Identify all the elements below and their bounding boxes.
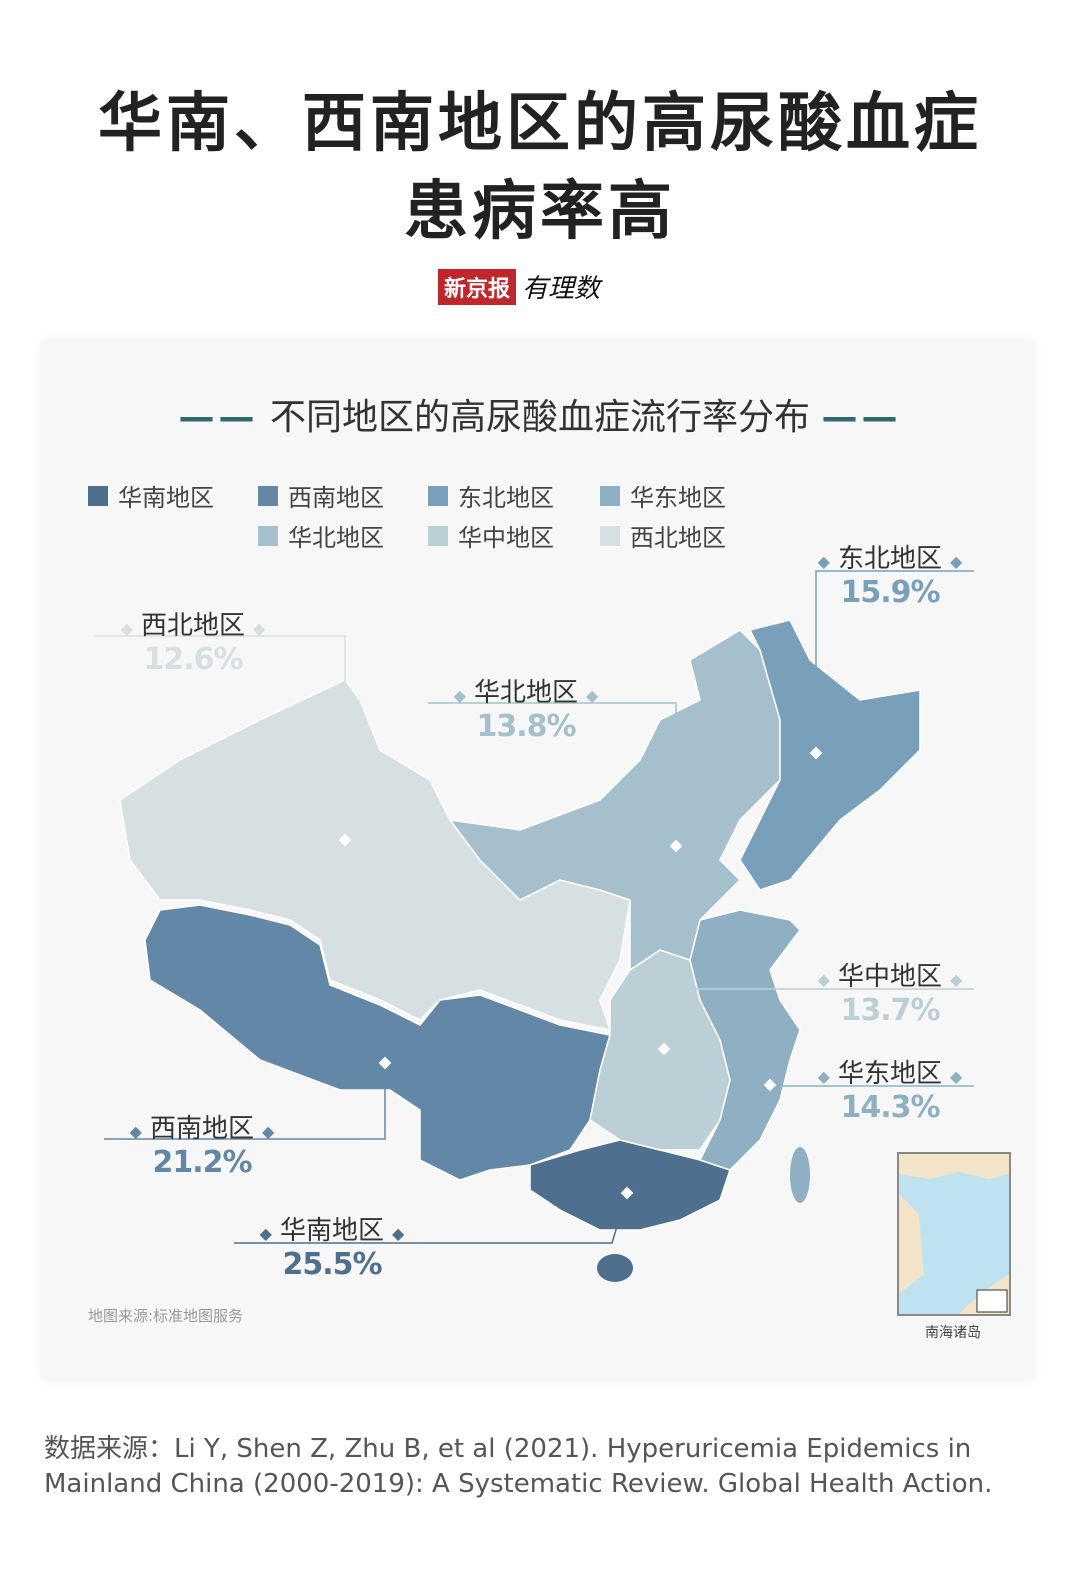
subtitle-text: 不同地区的高尿酸血症流行率分布 <box>269 397 810 438</box>
legend-item: 华南地区 <box>88 478 214 513</box>
region-label: ◆ 华北地区 ◆ 13.8% <box>376 672 676 744</box>
map-source: 地图来源:标准地图服务 <box>88 1307 244 1325</box>
legend-swatch <box>258 525 278 546</box>
data-source-footer: 数据来源：Li Y, Shen Z, Zhu B, et al (2021). … <box>44 1434 993 1499</box>
diamond-icon: ◆ <box>950 552 963 571</box>
inset-map-image <box>899 1154 1009 1314</box>
region-name: 华北地区 <box>473 678 578 708</box>
region-label: ◆ 西北地区 ◆ 12.6% <box>43 605 343 677</box>
south-china-sea-inset <box>897 1152 1011 1316</box>
region-name: 西北地区 <box>140 611 245 641</box>
region-value: 13.8% <box>476 709 576 744</box>
region-name: 东北地区 <box>837 544 942 574</box>
anchor-marker <box>762 1077 778 1093</box>
legend-item: 西北地区 <box>600 518 726 553</box>
legend-swatch <box>258 485 278 506</box>
taiwan-island <box>790 1147 810 1203</box>
region-西北地区 <box>119 679 631 1031</box>
leader-line <box>104 1063 386 1140</box>
region-label: ◆ 华中地区 ◆ 13.7% <box>740 956 1040 1028</box>
legend-swatch <box>600 485 620 506</box>
anchor-marker <box>619 1185 635 1201</box>
diamond-icon: ◆ <box>453 686 466 705</box>
region-value: 25.5% <box>282 1247 382 1282</box>
region-label: ◆ 华南地区 ◆ 25.5% <box>182 1210 482 1282</box>
region-东北地区 <box>739 619 921 891</box>
anchor-marker <box>668 838 684 854</box>
legend-label: 东北地区 <box>458 484 554 512</box>
anchor-marker <box>656 1041 672 1057</box>
anchor-marker <box>337 832 353 848</box>
region-value: 15.9% <box>840 575 940 610</box>
inset-caption: 南海诸岛 <box>925 1325 981 1341</box>
legend-swatch <box>428 525 448 546</box>
legend-label: 西北地区 <box>630 524 726 552</box>
legend-label: 华中地区 <box>458 524 554 552</box>
dash-right: —— <box>821 397 902 438</box>
hainan-island <box>597 1254 633 1282</box>
leader-line <box>234 1192 628 1244</box>
legend-item: 华东地区 <box>600 478 726 513</box>
region-value: 14.3% <box>840 1090 940 1125</box>
legend-item: 华中地区 <box>428 518 554 553</box>
legend-item: 华北地区 <box>258 518 384 553</box>
legend-label: 华东地区 <box>630 484 726 512</box>
leader-line <box>95 635 346 840</box>
title-line-1: 华南、西南地区的高尿酸血症 <box>98 87 982 161</box>
diamond-icon: ◆ <box>817 1067 830 1086</box>
region-name: 华东地区 <box>837 1059 942 1089</box>
region-name: 西南地区 <box>149 1114 254 1144</box>
anchor-marker <box>808 745 824 761</box>
dash-left: —— <box>178 397 259 438</box>
diamond-icon: ◆ <box>120 619 133 638</box>
region-name: 华南地区 <box>279 1216 384 1246</box>
anchor-marker <box>377 1055 393 1071</box>
leader-line <box>663 988 974 1049</box>
diamond-icon: ◆ <box>253 619 266 638</box>
diamond-icon: ◆ <box>129 1122 142 1141</box>
diamond-icon: ◆ <box>817 970 830 989</box>
region-华北地区 <box>448 629 781 972</box>
leader-line <box>428 702 677 846</box>
region-value: 21.2% <box>152 1145 252 1180</box>
region-华东地区 <box>689 909 801 1171</box>
diamond-icon: ◆ <box>392 1224 405 1243</box>
column-logo: 有理数 <box>522 274 601 304</box>
publisher-logo: 新京报 有理数 <box>438 268 600 305</box>
region-label: ◆ 西南地区 ◆ 21.2% <box>52 1108 352 1180</box>
legend-label: 西南地区 <box>288 484 384 512</box>
region-name: 华中地区 <box>837 962 942 992</box>
region-label: ◆ 东北地区 ◆ 15.9% <box>740 538 1040 610</box>
diamond-icon: ◆ <box>950 1067 963 1086</box>
legend-item: 东北地区 <box>428 478 554 513</box>
legend-swatch <box>600 525 620 546</box>
map-subtitle: —— 不同地区的高尿酸血症流行率分布 —— <box>0 388 1080 440</box>
leader-line <box>815 570 974 753</box>
legend-label: 华北地区 <box>288 524 384 552</box>
region-value: 12.6% <box>143 642 243 677</box>
legend-item: 西南地区 <box>258 478 384 513</box>
diamond-icon: ◆ <box>950 970 963 989</box>
diamond-icon: ◆ <box>262 1122 275 1141</box>
brand-logo: 新京报 <box>438 268 517 305</box>
diamond-icon: ◆ <box>817 552 830 571</box>
diamond-icon: ◆ <box>586 686 599 705</box>
legend-swatch <box>428 485 448 506</box>
region-label: ◆ 华东地区 ◆ 14.3% <box>740 1053 1040 1125</box>
legend-label: 华南地区 <box>118 484 214 512</box>
legend-swatch <box>88 485 108 506</box>
diamond-icon: ◆ <box>259 1224 272 1243</box>
title-line-2: 患病率高 <box>404 175 676 249</box>
region-value: 13.7% <box>840 993 940 1028</box>
